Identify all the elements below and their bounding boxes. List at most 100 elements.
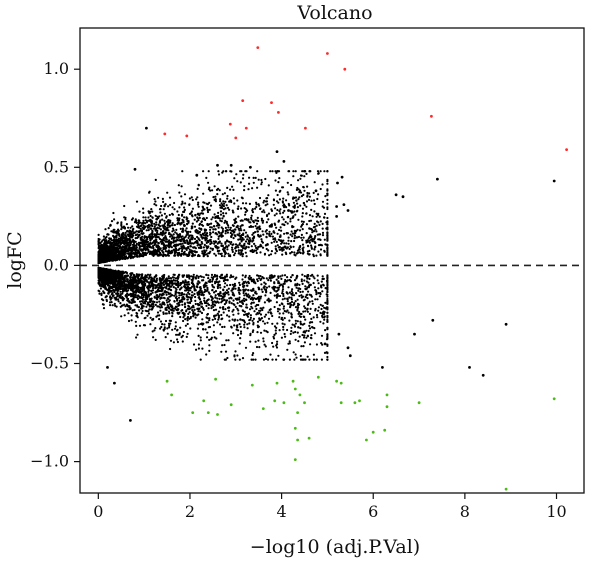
data-point xyxy=(308,219,311,223)
data-point xyxy=(263,285,266,288)
data-point xyxy=(296,236,299,239)
data-point xyxy=(148,190,151,193)
data-point xyxy=(126,239,129,242)
data-point xyxy=(283,242,286,245)
data-point xyxy=(279,275,282,278)
data-point xyxy=(155,223,158,226)
data-point xyxy=(138,221,142,224)
data-point xyxy=(228,315,231,318)
data-point xyxy=(267,249,270,252)
data-point xyxy=(292,201,295,204)
data-point xyxy=(306,310,309,313)
data-point xyxy=(163,219,166,222)
data-point xyxy=(251,187,254,190)
data-point xyxy=(178,233,182,236)
data-point xyxy=(142,227,146,230)
data-point xyxy=(153,222,156,225)
data-point xyxy=(156,229,159,232)
data-point xyxy=(212,196,215,199)
data-point xyxy=(226,186,229,189)
data-point xyxy=(255,203,258,206)
data-point xyxy=(160,242,163,245)
data-point xyxy=(222,200,225,203)
data-point xyxy=(196,307,199,310)
data-point xyxy=(231,248,234,251)
data-point xyxy=(313,240,316,243)
data-point xyxy=(183,250,186,253)
data-point xyxy=(140,312,143,315)
data-point xyxy=(208,319,211,322)
data-point xyxy=(226,197,229,200)
data-point xyxy=(146,273,150,276)
data-point xyxy=(282,294,285,298)
data-point xyxy=(245,218,248,221)
data-point xyxy=(265,247,268,251)
data-point xyxy=(226,306,230,309)
data-point xyxy=(214,282,217,285)
data-point xyxy=(235,173,238,176)
data-point xyxy=(184,235,187,238)
data-point xyxy=(212,305,215,308)
data-point xyxy=(240,207,243,210)
data-point xyxy=(167,252,170,255)
data-point xyxy=(186,315,190,319)
data-point xyxy=(203,201,206,204)
data-point xyxy=(143,253,146,256)
data-point xyxy=(123,243,126,246)
data-point xyxy=(145,241,148,244)
data-point xyxy=(216,233,219,236)
data-point xyxy=(299,287,302,291)
data-point xyxy=(129,242,132,245)
data-point xyxy=(217,170,220,173)
data-point xyxy=(164,203,167,206)
data-point xyxy=(275,212,278,215)
data-point xyxy=(234,246,237,249)
data-point xyxy=(158,253,161,256)
data-point xyxy=(150,246,153,249)
data-point xyxy=(286,222,289,225)
data-point xyxy=(282,211,285,214)
data-point xyxy=(98,292,101,295)
data-point xyxy=(241,236,244,240)
data-point xyxy=(313,248,316,251)
data-point xyxy=(186,223,189,226)
data-point xyxy=(255,345,259,349)
data-point xyxy=(229,255,232,258)
data-point xyxy=(291,274,294,277)
data-point xyxy=(273,231,276,234)
data-point xyxy=(131,255,134,258)
data-point xyxy=(144,251,147,254)
data-point xyxy=(222,311,225,314)
data-point xyxy=(290,183,293,187)
data-point xyxy=(109,238,112,241)
data-point xyxy=(214,296,217,299)
data-point xyxy=(202,207,205,210)
data-point xyxy=(311,215,314,218)
data-point xyxy=(289,252,292,255)
data-point xyxy=(300,220,303,223)
data-point xyxy=(158,277,161,280)
data-point xyxy=(130,314,133,317)
data-point xyxy=(263,252,267,255)
data-point xyxy=(301,243,305,246)
data-point xyxy=(221,248,225,251)
data-point xyxy=(292,245,295,248)
data-point xyxy=(308,277,311,280)
data-point xyxy=(314,235,317,238)
data-point xyxy=(189,245,192,248)
data-point xyxy=(171,222,174,225)
data-point xyxy=(198,214,201,217)
data-point xyxy=(301,282,304,285)
data-point xyxy=(161,254,164,257)
data-point xyxy=(130,253,133,256)
data-point xyxy=(299,204,302,207)
data-point xyxy=(299,244,302,248)
data-point xyxy=(162,225,166,228)
data-point xyxy=(326,223,329,226)
data-point xyxy=(224,200,227,203)
data-point xyxy=(252,352,255,355)
data-point xyxy=(146,243,149,246)
data-point xyxy=(326,228,329,231)
data-point xyxy=(143,236,146,239)
data-point xyxy=(171,227,175,230)
